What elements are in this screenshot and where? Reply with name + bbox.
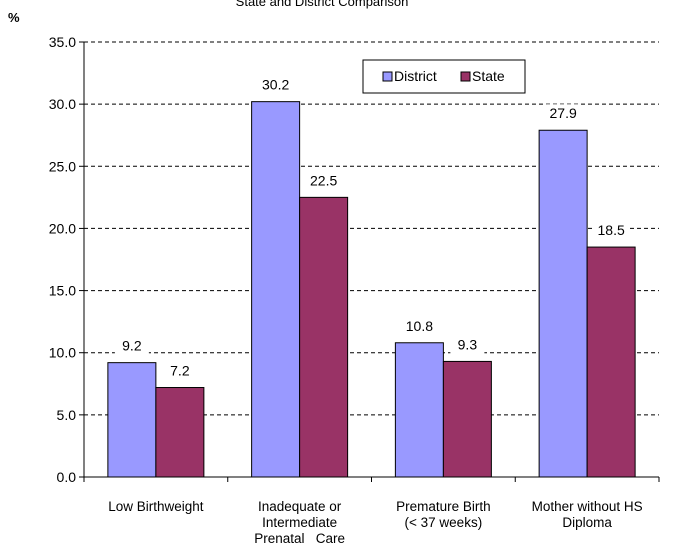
data-label-background [450,335,485,355]
data-labels: 9.2 7.2 30.2 22.5 10.8 9.3 27.9 18.5 [114,75,629,381]
bars [107,101,636,478]
category-label: (< 37 weeks) [405,515,483,530]
data-label: 22.5 [310,172,337,188]
category-label: Prenatal Care [254,531,345,546]
y-tick-label: 0.0 [57,469,77,485]
data-label: 7.2 [170,363,190,379]
data-label: 9.2 [122,338,142,354]
data-label: 10.8 [406,318,433,334]
data-label: 30.2 [262,77,289,93]
bar-district [538,129,588,478]
data-label-background [114,336,149,356]
bar-state [442,360,492,478]
bar-district [251,101,301,478]
legend-swatch-district [382,71,393,82]
category-label: Intermediate [262,515,337,530]
legend: District State [362,59,526,94]
bar-state [586,246,636,478]
y-tick-label: 10.0 [49,345,76,361]
chart-title: State and District Comparison [236,0,409,9]
legend-label-state: State [472,68,505,84]
axes: 0.0 5.0 10.0 15.0 20.0 25.0 30.0 35.0 Low Birthw… [49,34,660,546]
bar-state [155,387,205,478]
y-tick-label: 20.0 [49,220,76,236]
data-label: 18.5 [598,222,625,238]
data-label-background [546,104,581,124]
bar-state [299,196,349,478]
legend-label-district: District [394,68,437,84]
bar-district [394,342,444,478]
y-tick-label: 35.0 [49,34,76,50]
y-tick-label: 25.0 [49,158,76,174]
data-label: 27.9 [550,105,577,121]
legend-swatch-state [460,71,471,82]
data-label-background [594,221,629,241]
data-label: 9.3 [458,336,478,352]
y-tick-label: 15.0 [49,283,76,299]
data-label-background [306,171,341,191]
category-label: Mother without HS [532,499,643,514]
data-label-background [258,75,293,95]
data-label-background [402,316,437,336]
bar-district [107,362,157,478]
y-axis-label: % [8,10,20,25]
category-label: Low Birthweight [108,499,204,514]
y-tick-label: 5.0 [57,407,77,423]
category-label: Inadequate or [258,499,342,514]
data-label-background [162,361,197,381]
category-label: Diploma [562,515,612,530]
y-tick-label: 30.0 [49,96,76,112]
category-label: Premature Birth [396,499,491,514]
